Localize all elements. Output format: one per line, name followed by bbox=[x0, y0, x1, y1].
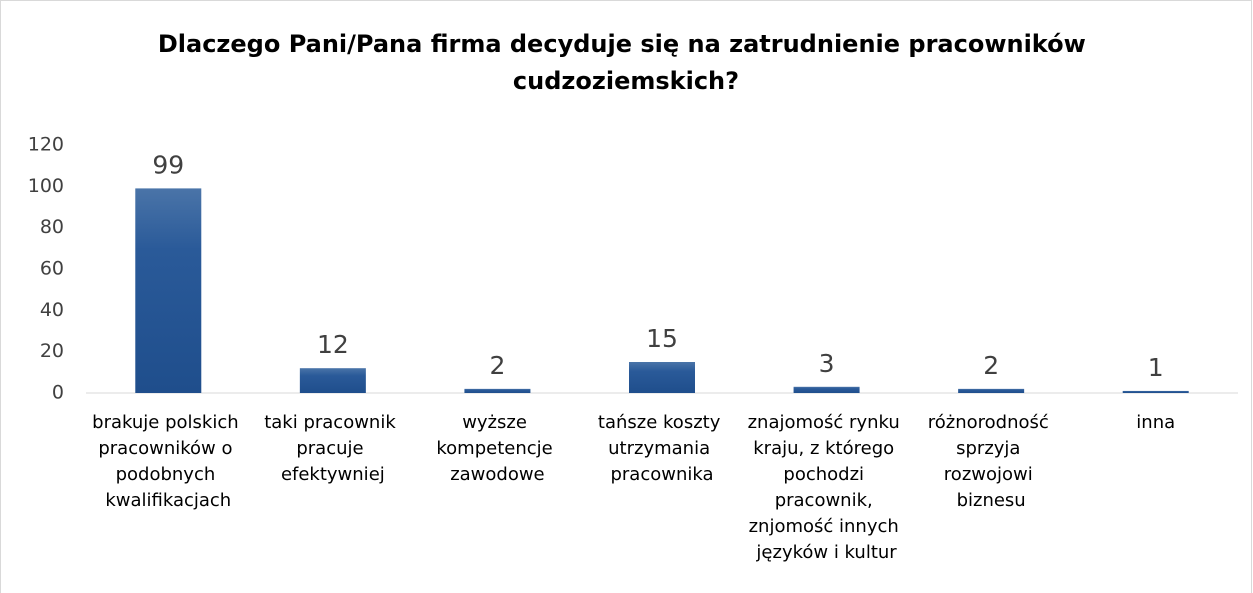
value-label: 2 bbox=[983, 351, 999, 380]
value-label: 12 bbox=[317, 330, 349, 359]
x-tick-label: tańsze koszty utrzymania pracownika bbox=[598, 412, 726, 485]
bar bbox=[958, 388, 1025, 393]
chart-title: Dlaczego Pani/Pana firma decyduje się na… bbox=[158, 30, 1094, 95]
value-label: 2 bbox=[489, 351, 505, 380]
value-label: 99 bbox=[152, 150, 184, 179]
bar bbox=[135, 188, 202, 393]
value-label: 1 bbox=[1148, 353, 1164, 382]
x-tick-label: inna bbox=[1136, 412, 1175, 433]
y-tick-label: 40 bbox=[40, 299, 64, 321]
y-tick-label: 60 bbox=[40, 258, 64, 280]
value-label: 3 bbox=[819, 349, 835, 378]
x-tick-label: brakuje polskich pracowników o podobnych… bbox=[92, 412, 244, 511]
x-tick-label: różnorodność sprzyja rozwojowi biznesu bbox=[928, 412, 1055, 511]
value-label: 15 bbox=[646, 324, 678, 353]
x-tick-label: znajomość rynku kraju, z którego pochodz… bbox=[748, 412, 906, 563]
bar bbox=[1122, 390, 1189, 393]
y-tick-label: 0 bbox=[52, 382, 64, 404]
bar bbox=[299, 368, 366, 393]
bar bbox=[629, 362, 695, 393]
bar bbox=[793, 386, 860, 393]
bar bbox=[464, 388, 531, 393]
x-tick-label: wyższe kompetencje zawodowe bbox=[436, 412, 558, 485]
y-tick-label: 20 bbox=[40, 340, 64, 362]
x-tick-label: taki pracownik pracuje efektywniej bbox=[264, 412, 401, 485]
y-tick-label: 120 bbox=[28, 134, 64, 156]
y-tick-label: 100 bbox=[28, 175, 64, 197]
y-tick-label: 80 bbox=[40, 216, 64, 238]
